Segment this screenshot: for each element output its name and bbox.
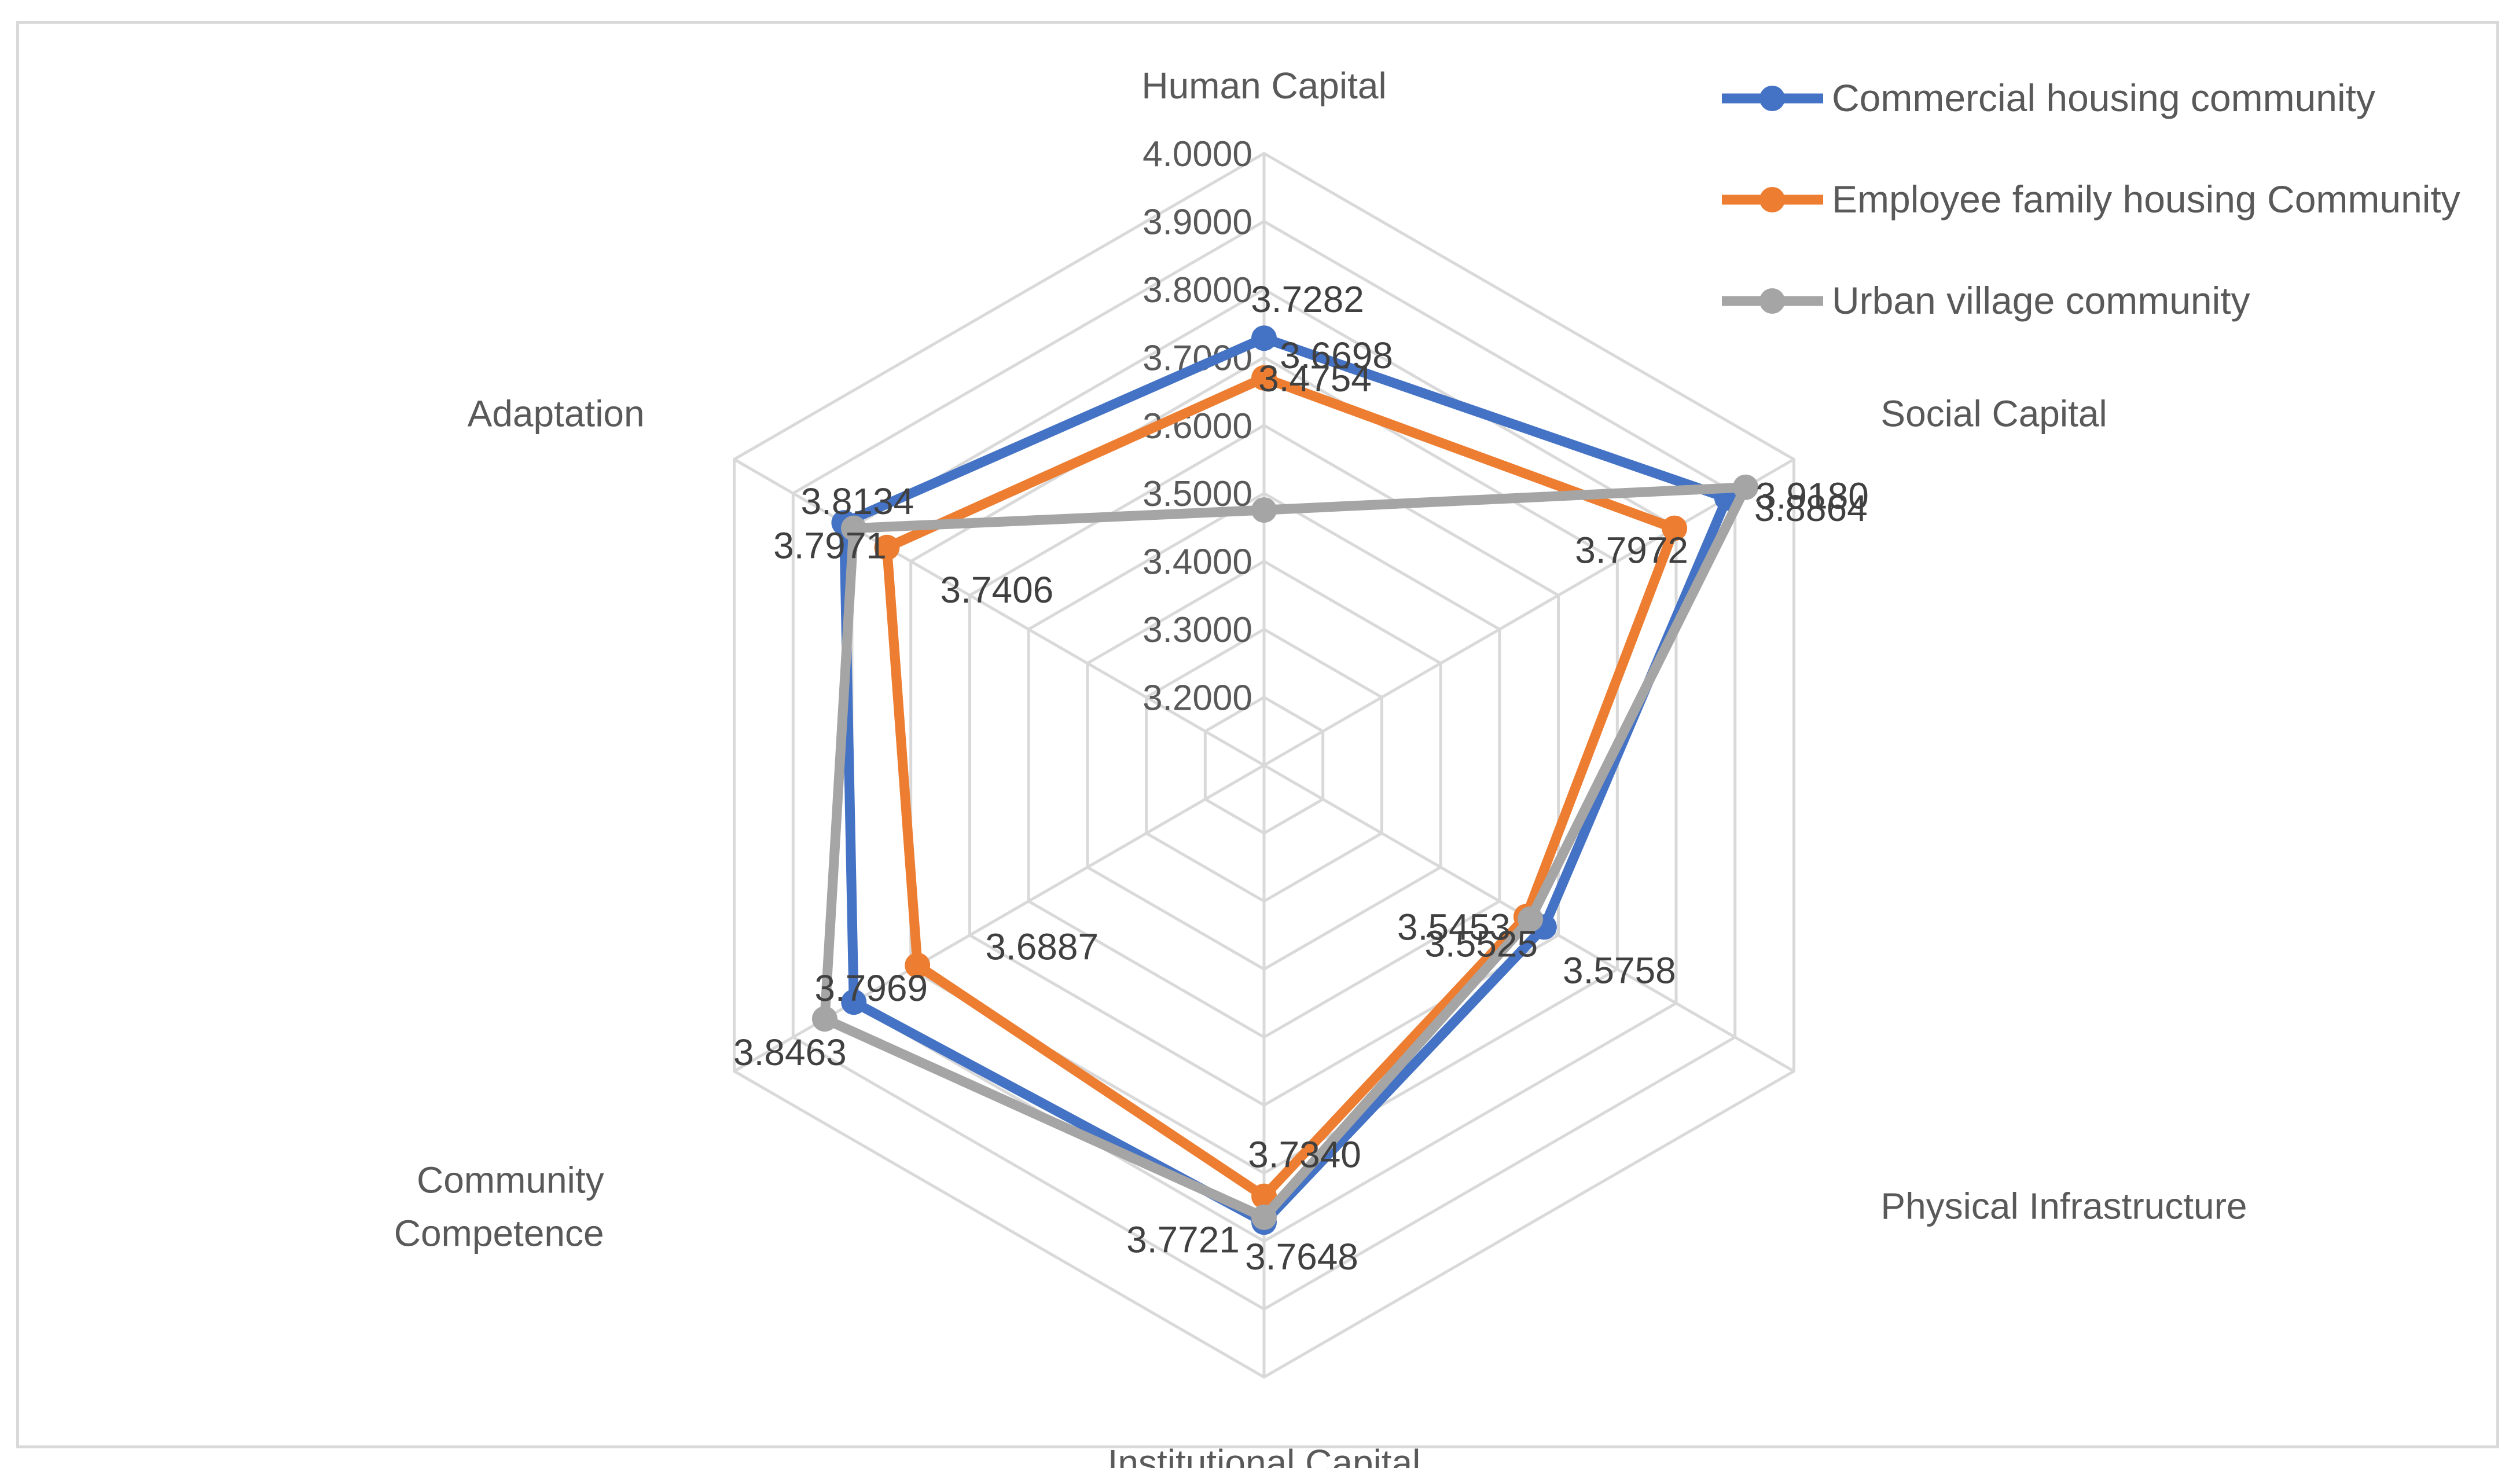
series-urban-village-community (811, 474, 1758, 1230)
axis-label-line: Adaptation (468, 393, 645, 435)
tick-label: 3.9000 (1143, 202, 1252, 242)
data-label-employee-family-housing-community-social-capital: 3.7972 (1575, 530, 1688, 571)
axis-label-physical-infrastructure: Physical Infrastructure (1880, 1186, 2247, 1227)
data-label-urban-village-community-adaptation: 3.7971 (773, 525, 887, 567)
tick-labels: 3.20003.30003.40003.50003.60003.70003.80… (1143, 134, 1252, 718)
data-point-social-capital (1662, 515, 1688, 541)
axis-label-line: Competence (394, 1213, 604, 1254)
legend-label: Commercial housing community (1832, 76, 2375, 119)
legend-swatch-marker (1759, 86, 1785, 111)
series-lines (811, 325, 1758, 1235)
data-label-urban-village-community-physical-infrastructure: 3.5525 (1424, 923, 1538, 965)
legend: Commercial housing community Employee fam… (1722, 76, 2460, 322)
data-point-human-capital (1251, 365, 1277, 391)
data-point-physical-infrastructure (1518, 906, 1544, 932)
axis-label-line: Human Capital (1141, 65, 1386, 107)
data-point-adaptation (874, 534, 900, 560)
axis-label-social-capital: Social Capital (1880, 393, 2107, 435)
axis-label-institutional-capital: Institutional Capital (1108, 1442, 1421, 1468)
legend-swatch-marker (1759, 187, 1785, 212)
data-label-urban-village-community-institutional-capital: 3.7648 (1245, 1236, 1358, 1278)
data-point-human-capital (1251, 325, 1277, 351)
axis-labels: Human Capital Social Capital Physical Infr… (394, 65, 2247, 1468)
spoke-adaptation (733, 458, 1265, 767)
legend-label: Employee family housing Community (1832, 178, 2460, 221)
data-label-employee-family-housing-community-physical-infrastructure: 3.5453 (1397, 907, 1511, 948)
data-point-institutional-capital (1251, 1204, 1277, 1230)
axis-label-human-capital: Human Capital (1141, 65, 1386, 107)
axis-label-line: Social Capital (1880, 393, 2107, 435)
data-label-employee-family-housing-community-human-capital: 3.6698 (1280, 335, 1393, 376)
data-point-social-capital (1733, 474, 1758, 500)
data-point-community-competence (841, 989, 867, 1015)
tick-label: 3.8000 (1143, 270, 1252, 310)
tick-label: 3.4000 (1143, 542, 1252, 582)
data-label-employee-family-housing-community-community-competence: 3.6887 (985, 926, 1099, 968)
legend-swatch-marker (1759, 288, 1785, 314)
data-label-urban-village-community-community-competence: 3.8463 (733, 1032, 847, 1073)
data-label-commercial-housing-community-human-capital: 3.7282 (1251, 278, 1364, 320)
data-label-commercial-housing-community-physical-infrastructure: 3.5758 (1563, 949, 1676, 991)
tick-label: 3.3000 (1143, 610, 1252, 650)
data-point-community-competence (811, 1006, 837, 1032)
data-label-commercial-housing-community-institutional-capital: 3.7721 (1126, 1219, 1240, 1260)
data-label-commercial-housing-community-social-capital: 3.8864 (1754, 487, 1868, 529)
data-point-adaptation (841, 515, 866, 541)
axis-label-community-competence: Community Competence (394, 1159, 604, 1254)
data-label-urban-village-community-social-capital: 3.9180 (1755, 475, 1869, 517)
data-point-institutional-capital (1251, 1183, 1277, 1209)
data-label-employee-family-housing-community-institutional-capital: 3.7340 (1248, 1134, 1361, 1176)
legend-label: Urban village community (1832, 279, 2250, 322)
data-label-commercial-housing-community-community-competence: 3.7969 (814, 967, 928, 1009)
spoke-social-capital (1263, 458, 1795, 767)
data-point-community-competence (905, 952, 931, 978)
legend-item-commercial-housing-community: Commercial housing community (1722, 76, 2375, 119)
axis-label-line: Community (417, 1159, 604, 1201)
data-labels: 3.7282 3.8864 3.5758 3.7721 3.7969 3.8134 3.66… (733, 278, 1869, 1278)
tick-label: 3.2000 (1143, 678, 1252, 718)
data-point-human-capital (1251, 497, 1277, 523)
data-label-urban-village-community-human-capital: 3.4754 (1258, 358, 1372, 399)
legend-item-employee-family-housing-community: Employee family housing Community (1722, 178, 2460, 221)
axis-label-line: Physical Infrastructure (1880, 1186, 2247, 1227)
axis-label-adaptation: Adaptation (468, 393, 645, 435)
legend-item-urban-village-community: Urban village community (1722, 279, 2250, 322)
tick-label: 4.0000 (1143, 134, 1252, 174)
axis-label-line: Institutional Capital (1108, 1442, 1421, 1468)
data-label-employee-family-housing-community-adaptation: 3.7406 (941, 569, 1054, 611)
data-label-commercial-housing-community-adaptation: 3.8134 (801, 480, 914, 522)
